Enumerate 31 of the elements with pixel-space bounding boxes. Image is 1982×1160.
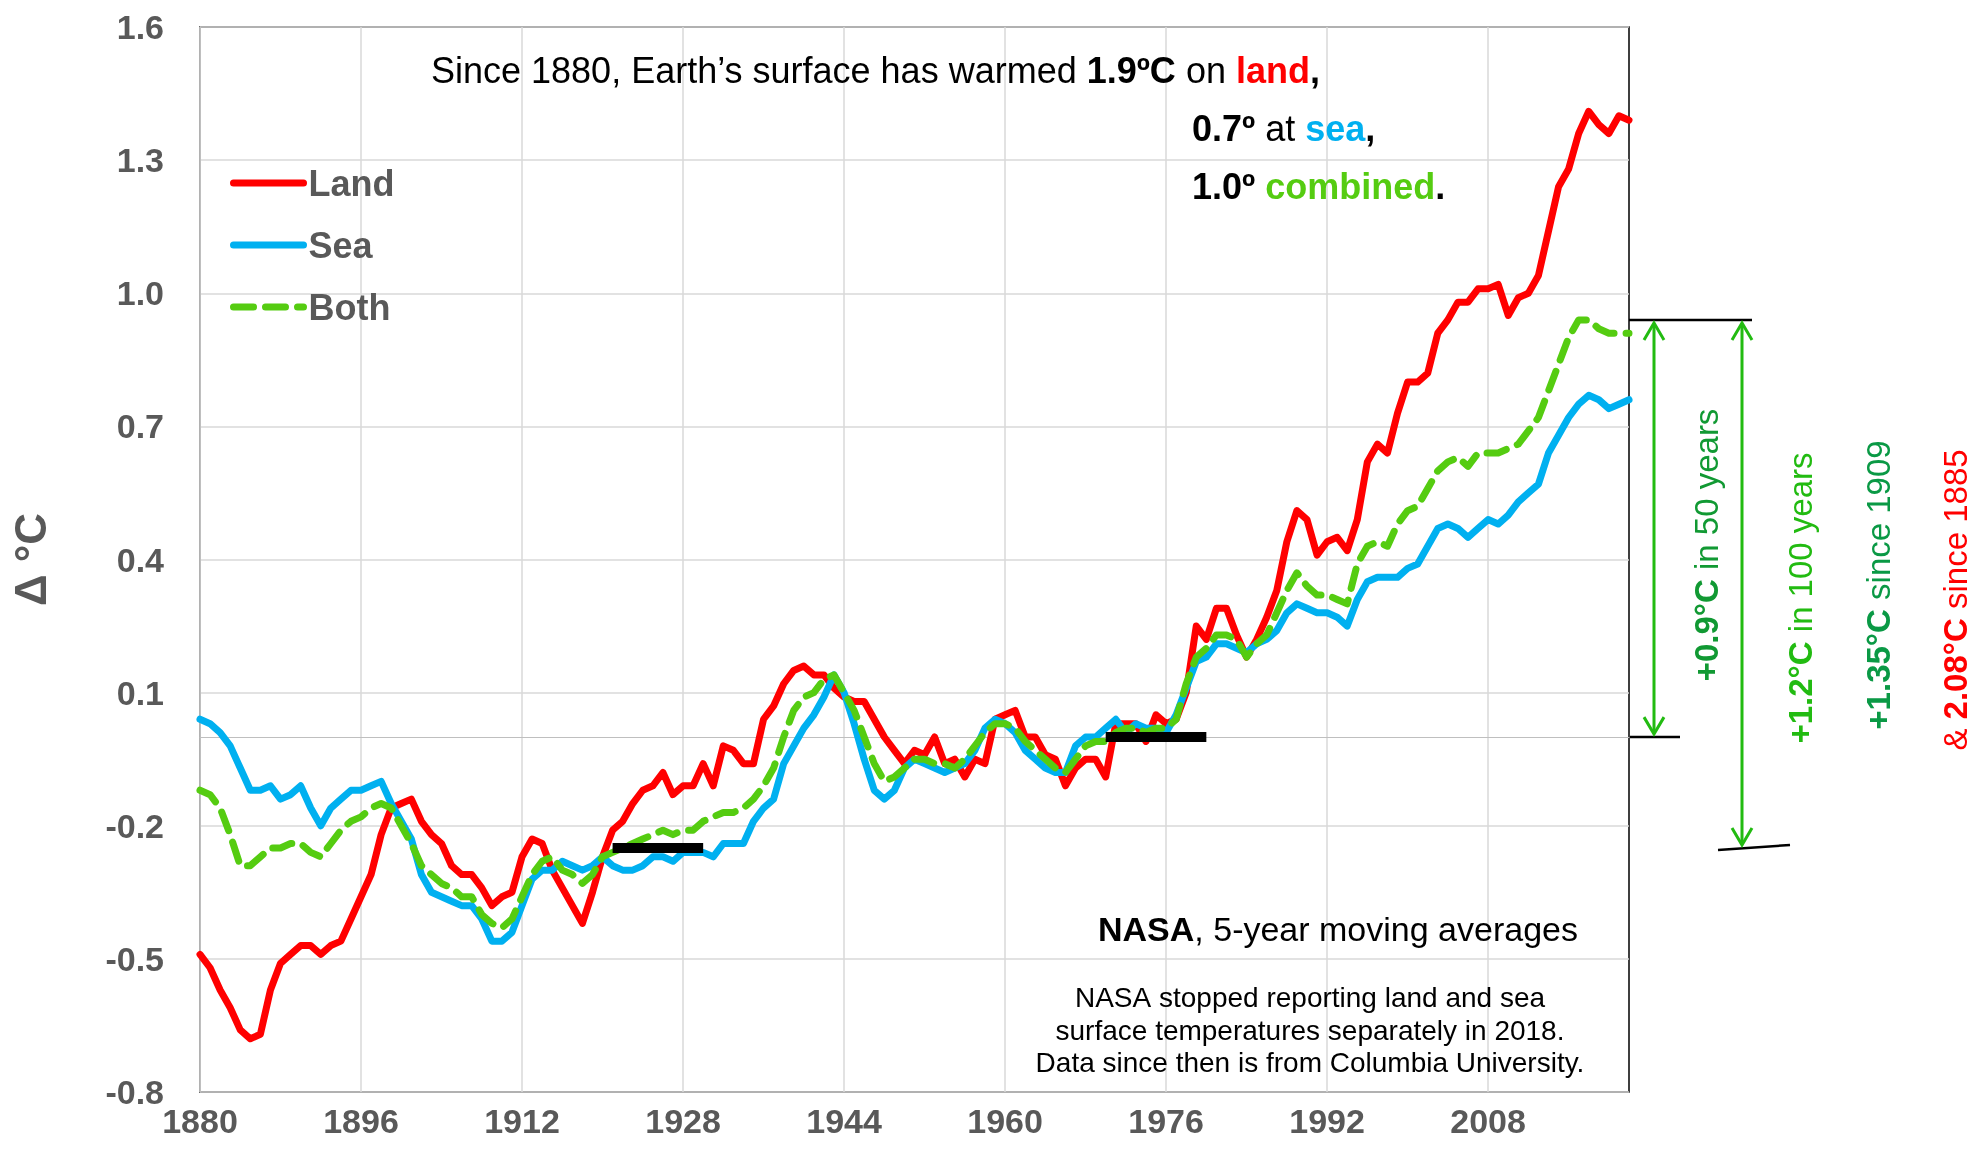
y-tick-label: 0.7 [116, 407, 164, 446]
text: NASA stopped reporting land and sea surface temperatures separately in 2018. Data since then is from Columbia University. [1035, 982, 1585, 1078]
x-tick-label: 1960 [967, 1102, 1043, 1140]
annotation: 0.7º at sea, [1192, 107, 1376, 149]
x-tick-label: 2008 [1450, 1102, 1526, 1140]
y-tick-label: 0.1 [116, 673, 164, 712]
x-tick-label: 1976 [1128, 1102, 1204, 1140]
x-tick-label: 1896 [323, 1102, 399, 1140]
text: & 2.08°C since 1885 [1936, 449, 1974, 751]
x-tick-label: 1944 [806, 1102, 882, 1140]
x-tick-label: 1928 [645, 1102, 721, 1140]
y-tick-label: 1.6 [116, 8, 164, 46]
text: +0.9°C in 50 years [1687, 408, 1725, 682]
text: +1.35°C since 1909 [1859, 440, 1897, 730]
text: +1.2°C in 100 years [1781, 452, 1819, 744]
x-tick-label: 1992 [1289, 1102, 1365, 1140]
y-tick-label: -0.2 [105, 806, 164, 845]
y-tick-label: -0.8 [105, 1073, 164, 1111]
y-tick-label: 0.4 [116, 540, 165, 579]
annotation: 1.0º combined. [1192, 165, 1446, 207]
legend-label: Both [308, 286, 391, 328]
legend-label: Land [308, 162, 395, 204]
annotation: NASA, 5-year moving averages [1098, 910, 1578, 948]
y-tick-label: 1.3 [116, 141, 164, 180]
x-tick-label: 1880 [162, 1102, 238, 1140]
legend-label: Sea [308, 224, 374, 266]
y-axis-title: Δ °C [5, 512, 55, 607]
y-tick-label: -0.5 [105, 939, 164, 978]
y-tick-label: 1.0 [116, 274, 164, 313]
text: Since 1880, Earth’s surface has warmed 1.9ºC on land, [431, 49, 1320, 91]
x-tick-label: 1912 [484, 1102, 560, 1140]
